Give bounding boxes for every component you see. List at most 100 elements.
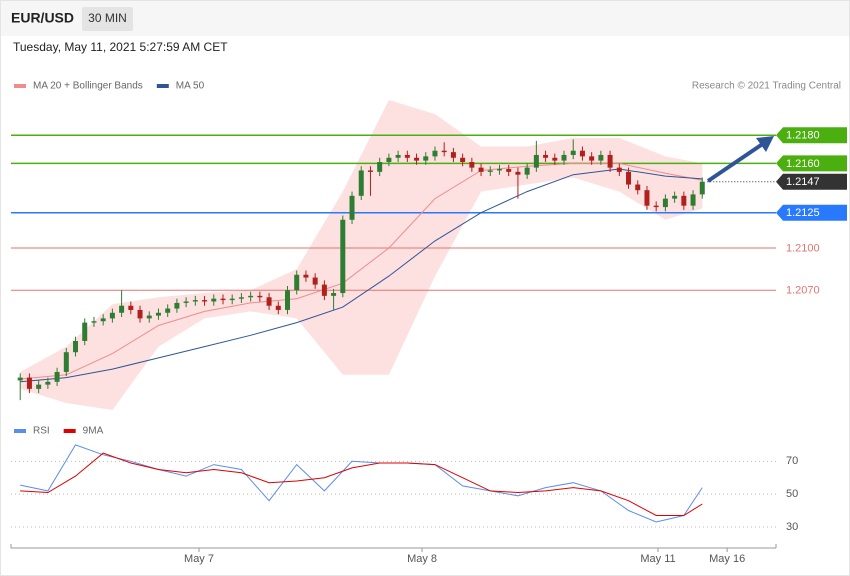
candle-body [257, 295, 263, 298]
arrow-shaft [706, 141, 766, 183]
x-tick-label: May 7 [184, 553, 214, 565]
candle-body [192, 300, 198, 302]
level-tag [776, 155, 847, 172]
level-label: 1.2125 [786, 207, 820, 219]
candle-body [524, 167, 530, 175]
level-label: 1.2070 [786, 285, 820, 297]
candle-body [533, 154, 539, 168]
y-tick-label: 30 [786, 521, 798, 533]
candle-body [248, 295, 254, 298]
candle-body [54, 371, 60, 382]
candle-body [653, 205, 659, 208]
legend-label: RSI [33, 426, 50, 437]
candle-body [478, 167, 484, 172]
candle-body [146, 315, 152, 319]
level-tag [776, 173, 847, 190]
arrow-head [756, 136, 774, 152]
candle-body [340, 219, 346, 294]
candle-body [644, 190, 650, 206]
plot: 1.2180 1.2160 1.2147 1.2125 1.2100 1.2070 MA 2… [10, 81, 847, 565]
candle-body [183, 301, 189, 303]
candle-body [690, 194, 696, 206]
candle-body [294, 274, 300, 291]
candle-body [128, 305, 134, 310]
candle-body [377, 162, 383, 172]
series-line [20, 452, 703, 516]
series-line [20, 168, 703, 383]
legend-swatch [14, 84, 26, 88]
candle-body [367, 170, 373, 172]
candle-body [469, 162, 475, 168]
x-tick-label: May 11 [640, 553, 675, 565]
candle-body [441, 150, 447, 153]
level-label: 1.2147 [786, 176, 820, 188]
candle-body [331, 293, 337, 296]
legend-label: 9MA [83, 426, 104, 437]
candle-body [303, 274, 309, 278]
trend-arrow [706, 136, 774, 183]
candle-body [229, 298, 235, 301]
candle-body [570, 150, 576, 155]
level-label: 1.2180 [786, 130, 820, 142]
candle-body [672, 195, 678, 199]
level-label: 1.2160 [786, 158, 820, 170]
candle-body [579, 150, 585, 157]
candle-body [386, 157, 392, 162]
candle-body [561, 154, 567, 161]
candle-body [607, 154, 613, 168]
candle-body [321, 284, 327, 296]
header-bar [0, 0, 850, 36]
x-tick-label: May 16 [709, 553, 745, 565]
candle-body [266, 297, 272, 306]
candle-body [598, 154, 604, 161]
candle-body [543, 154, 549, 158]
candle-body [432, 150, 438, 157]
legend-label: MA 20 + Bollinger Bands [33, 81, 143, 92]
candle-body [423, 156, 429, 161]
candle-body [202, 300, 208, 302]
x-tick-label: May 8 [407, 553, 437, 565]
candle-body [73, 340, 79, 353]
candle-body [349, 195, 355, 220]
legend-swatch [63, 429, 76, 433]
candle-body [589, 156, 595, 161]
credit: Research © 2021 Trading Central [692, 81, 841, 92]
level-tag [776, 127, 847, 144]
candle-body [174, 302, 180, 309]
candle-body [358, 170, 364, 196]
candle-body [487, 170, 493, 172]
candle-body [26, 377, 32, 389]
timestamp: Tuesday, May 11, 2021 5:27:59 AM CET [13, 40, 228, 54]
candle-body [109, 312, 115, 319]
candle-body [404, 154, 410, 158]
bollinger-band [20, 100, 703, 410]
candle-body [155, 312, 161, 316]
candle-body [91, 321, 97, 323]
candle-body [496, 169, 502, 171]
candle-body [450, 152, 456, 158]
candle-body [137, 309, 143, 319]
candle-body [662, 198, 668, 208]
candle-body [63, 352, 69, 372]
candle-body [100, 318, 106, 322]
candle-body [414, 157, 420, 161]
interval: 30 MIN [88, 11, 127, 25]
symbol: EUR/USD [11, 10, 74, 26]
y-tick-label: 70 [786, 455, 798, 467]
candle-body [635, 184, 641, 191]
legend-swatch [14, 429, 26, 433]
candle-body [285, 290, 291, 310]
candle-body [616, 167, 622, 172]
candle-body [506, 169, 512, 172]
candle-body [515, 171, 521, 175]
candle-body [119, 305, 125, 313]
series-line [20, 444, 703, 523]
candle-body [275, 305, 281, 310]
candle-body [82, 322, 88, 341]
candle-body [220, 298, 226, 301]
candle-body [395, 154, 401, 158]
series-line [20, 162, 703, 380]
candle-body [45, 381, 51, 385]
candle-body [699, 181, 705, 195]
